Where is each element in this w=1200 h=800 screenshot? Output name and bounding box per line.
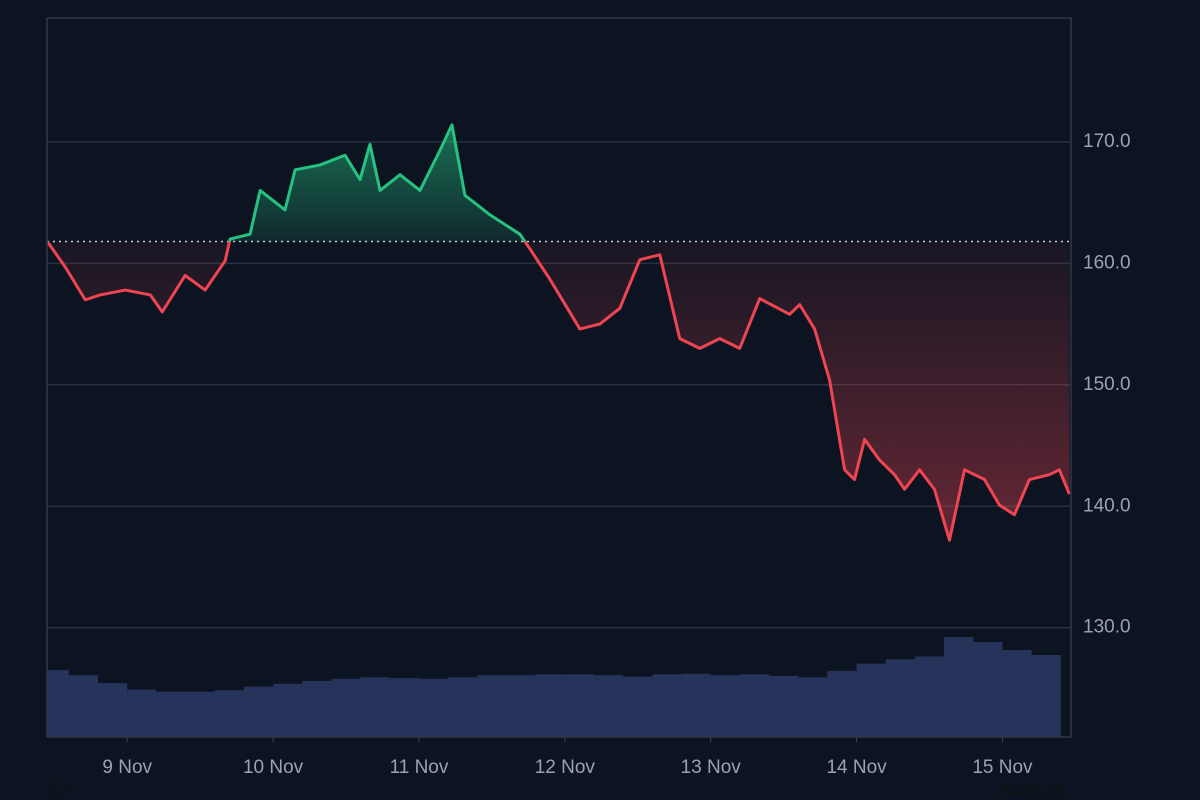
y-tick-label: 170.0	[1083, 131, 1131, 152]
volume-bar	[973, 642, 1003, 737]
y-tick-label: 150.0	[1083, 374, 1131, 395]
volume-bar	[389, 678, 419, 737]
volume-bar	[98, 683, 128, 737]
volume-bar	[418, 678, 449, 737]
volume-bar	[769, 675, 799, 737]
area-down	[47, 241, 1070, 541]
volume-bar	[944, 637, 974, 737]
volume-bar	[448, 677, 478, 737]
y-tick-label: 130.0	[1083, 617, 1131, 638]
y-tick-label: 160.0	[1083, 252, 1131, 273]
volume-bar	[1031, 655, 1061, 737]
volume-bar	[914, 656, 945, 737]
volume-bar	[623, 676, 653, 737]
price-line-down	[46, 241, 1071, 542]
volume-bar	[710, 675, 740, 737]
x-tick-label: 12 Nov	[535, 757, 596, 778]
volume-bar	[243, 686, 274, 737]
volume-bar	[856, 663, 886, 737]
x-tick-label: 11 Nov	[390, 757, 449, 778]
x-tick-label: 14 Nov	[826, 757, 887, 778]
volume-bar	[331, 678, 361, 737]
x-tick-label: 10 Nov	[243, 757, 304, 778]
plot-frame	[46, 17, 1072, 738]
x-tick-label: 9 Nov	[102, 757, 152, 778]
volume-bar	[127, 689, 157, 737]
volume-bar	[739, 674, 770, 737]
volume-bar	[214, 690, 244, 737]
volume-bar	[185, 691, 215, 737]
volume-bar	[156, 691, 186, 737]
volume-bar	[535, 674, 565, 737]
footer-left: 57	[48, 781, 69, 800]
volume-bar	[68, 675, 99, 737]
volume-bar	[360, 677, 390, 737]
volume-bar	[273, 683, 303, 737]
volume-bar	[798, 677, 828, 737]
volume-bar	[827, 670, 857, 737]
volume-bar	[302, 680, 332, 737]
footer-right[interactable]: Analyze	[997, 781, 1065, 800]
volume-bar	[652, 674, 682, 737]
volume-bar	[681, 673, 711, 737]
x-tick-label: 13 Nov	[681, 757, 742, 778]
y-tick-label: 140.0	[1083, 495, 1131, 516]
volume-bar	[594, 675, 624, 737]
volume-bar	[885, 659, 915, 737]
volume-bar	[47, 670, 69, 737]
volume-bar	[564, 674, 595, 737]
volume-bar	[1002, 650, 1032, 737]
volume-bar	[506, 675, 536, 737]
volume-bar	[477, 675, 507, 737]
x-tick-label: 15 Nov	[972, 757, 1033, 778]
